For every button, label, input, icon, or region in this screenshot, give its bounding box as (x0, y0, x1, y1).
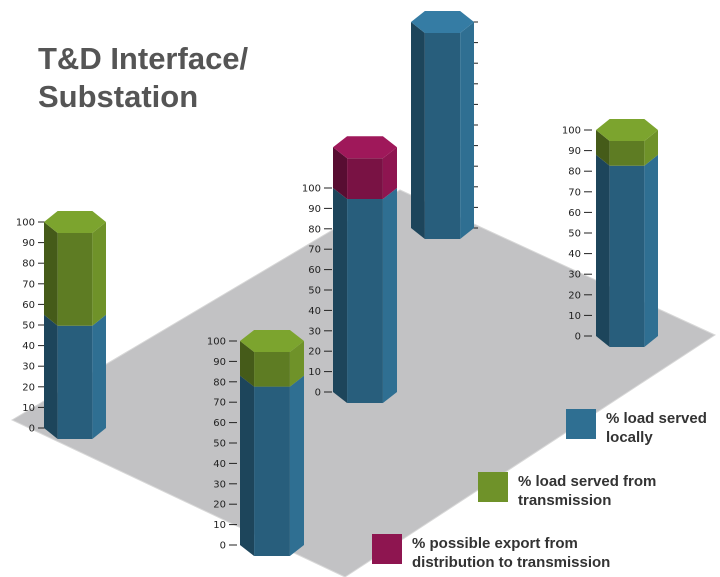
axis-tick-label: 20 (568, 290, 581, 301)
segment-local-front-face (609, 165, 645, 347)
axis-tick-label: 0 (220, 541, 226, 552)
column-5: 0 10 20 30 40 50 60 70 80 90 100 (562, 119, 658, 347)
axis-tick-label: 50 (308, 286, 321, 297)
axis-tick-label: 30 (568, 270, 581, 281)
axis-tick-label: 100 (16, 218, 35, 229)
column-top-cap (240, 330, 304, 352)
axis-tick-label: 100 (207, 337, 226, 348)
segment-transmission-front-face (57, 233, 93, 326)
segment-transmission-right-face (92, 222, 106, 326)
column-top-cap (596, 119, 658, 141)
axis-tick-label: 70 (213, 398, 226, 409)
segment-transmission-front-face (254, 352, 290, 387)
legend-item-transmission: % load served from transmission (478, 472, 656, 510)
axis-tick-label: 20 (22, 382, 35, 393)
segment-local-front-face (57, 325, 93, 439)
axis-tick-label: 60 (308, 265, 321, 276)
axis-tick-label: 90 (22, 238, 35, 249)
axis-tick-label: 10 (22, 403, 35, 414)
segment-local-front-face (254, 386, 290, 556)
legend-label-export: % possible export from distribution to t… (412, 535, 611, 571)
segment-local-right-face (92, 314, 106, 439)
axis-tick-label: 0 (575, 332, 581, 343)
axis-tick-label: 20 (308, 347, 321, 358)
segment-local-front-face (347, 199, 383, 403)
axis-tick-label: 80 (22, 259, 35, 270)
segment-local-left-face (333, 188, 348, 403)
axis-tick-label: 0 (315, 388, 321, 399)
columns-layer: 0102030405060708090100010203040506070809… (16, 11, 658, 556)
axis-tick-label: 60 (22, 300, 35, 311)
axis-tick-label: 40 (22, 341, 35, 352)
legend-label-local: % load served locally (606, 410, 707, 446)
segment-export-right-face (382, 147, 397, 199)
axis-tick-label: 30 (308, 326, 321, 337)
column-3-axis: 0 10 20 30 40 50 60 70 80 90 100 (302, 184, 332, 399)
axis-tick-label: 100 (562, 126, 581, 137)
segment-transmission-front-face (609, 141, 645, 166)
axis-tick-label: 50 (213, 439, 226, 450)
segment-transmission-left-face (596, 130, 610, 166)
axis-tick-label: 100 (302, 184, 321, 195)
axis-tick-label: 20 (213, 500, 226, 511)
legend-item-export: % possible export from distribution to t… (372, 534, 610, 572)
axis-tick-label: 10 (213, 520, 226, 531)
segment-local-left-face (240, 375, 255, 556)
axis-tick-label: 30 (213, 479, 226, 490)
axis-tick-label: 90 (213, 357, 226, 368)
axis-tick-label: 90 (308, 204, 321, 215)
column-top-cap (44, 211, 106, 233)
axis-tick-label: 10 (568, 311, 581, 322)
segment-transmission-left-face (44, 222, 58, 326)
legend-label-transmission: % load served from transmission (518, 473, 657, 509)
segment-local-left-face (44, 314, 58, 439)
legend-swatch-transmission (478, 472, 508, 502)
segment-local-right-face (289, 375, 304, 556)
axis-tick-label: 0 (29, 424, 35, 435)
axis-tick-label: 50 (22, 321, 35, 332)
axis-tick-label: 40 (308, 306, 321, 317)
title-line-1: T&D Interface/ (38, 41, 249, 76)
axis-tick-label: 70 (568, 187, 581, 198)
axis-tick-label: 60 (213, 418, 226, 429)
column-5-axis: 0 10 20 30 40 50 60 70 80 90 100 (562, 126, 592, 343)
segment-local-right-face (460, 22, 474, 239)
axis-tick-label: 80 (568, 167, 581, 178)
segment-transmission-right-face (644, 130, 658, 166)
column-2: 0 10 20 30 40 50 60 70 80 90 100 (207, 330, 304, 556)
page-title: T&D Interface/ Substation (38, 40, 248, 116)
segment-local-right-face (382, 188, 397, 403)
column-3: 0 10 20 30 40 50 60 70 80 90 100 (302, 136, 397, 403)
axis-tick-label: 50 (568, 229, 581, 240)
legend-swatch-local (566, 409, 596, 439)
column-top-cap (411, 11, 474, 33)
axis-tick-label: 30 (22, 362, 35, 373)
column-2-axis: 0 10 20 30 40 50 60 70 80 90 100 (207, 337, 237, 552)
segment-local-right-face (644, 154, 658, 347)
axis-tick-label: 80 (213, 377, 226, 388)
segment-local-left-face (596, 154, 610, 347)
column-top-cap (333, 136, 397, 159)
segment-transmission-left-face (240, 341, 255, 387)
axis-tick-label: 60 (568, 208, 581, 219)
segment-local-front-face (424, 33, 461, 239)
legend-swatch-export (372, 534, 402, 564)
axis-tick-label: 70 (22, 279, 35, 290)
axis-tick-label: 10 (308, 367, 321, 378)
axis-tick-label: 70 (308, 245, 321, 256)
segment-local-left-face (411, 22, 425, 239)
title-line-2: Substation (38, 79, 199, 114)
column-1: 0 10 20 30 40 50 60 70 80 90 100 (16, 211, 106, 439)
axis-tick-label: 40 (213, 459, 226, 470)
legend-item-local: % load served locally (566, 409, 707, 447)
axis-tick-label: 40 (568, 249, 581, 260)
axis-tick-label: 90 (568, 146, 581, 157)
segment-transmission-right-face (289, 341, 304, 387)
axis-tick-label: 80 (308, 224, 321, 235)
segment-export-front-face (347, 158, 383, 199)
segment-export-left-face (333, 147, 348, 199)
